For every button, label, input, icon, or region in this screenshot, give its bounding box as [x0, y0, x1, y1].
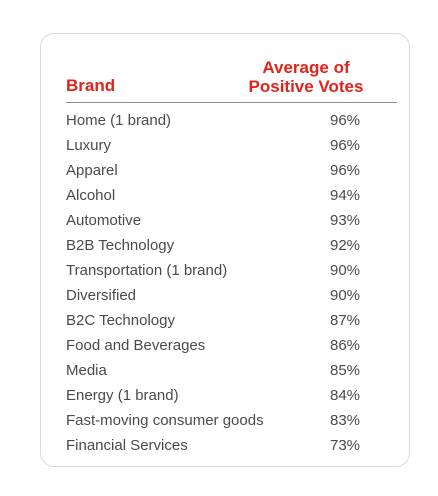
- votes-cell: 96%: [330, 112, 361, 129]
- brand-cell: Automotive: [66, 212, 142, 229]
- votes-cell: 87%: [330, 312, 361, 329]
- votes-cell: 90%: [330, 287, 361, 304]
- votes-cell: 96%: [330, 137, 361, 154]
- table-row: Financial Services 73%: [66, 433, 397, 458]
- table-row: Automotive 93%: [66, 208, 397, 233]
- votes-column-header: Average of Positive Votes: [231, 58, 381, 96]
- votes-cell: 90%: [330, 262, 361, 279]
- table-card: Brand Average of Positive Votes Home (1 …: [40, 33, 410, 467]
- table-row: Luxury 96%: [66, 133, 397, 158]
- brand-cell: Alcohol: [66, 187, 116, 204]
- table-row: Diversified 90%: [66, 283, 397, 308]
- brand-cell: Luxury: [66, 137, 112, 154]
- table-row: Alcohol 94%: [66, 183, 397, 208]
- votes-cell: 83%: [330, 412, 361, 429]
- brand-cell: Apparel: [66, 162, 118, 179]
- table-row: Fast-moving consumer goods 83%: [66, 408, 397, 433]
- brand-cell: Transportation (1 brand): [66, 262, 228, 279]
- votes-cell: 96%: [330, 162, 361, 179]
- votes-cell: 93%: [330, 212, 361, 229]
- votes-header-line-2: Positive Votes: [248, 77, 364, 96]
- table-row: Energy (1 brand) 84%: [66, 383, 397, 408]
- brand-cell: Home (1 brand): [66, 112, 172, 129]
- votes-cell: 85%: [330, 362, 361, 379]
- table-row: Apparel 96%: [66, 158, 397, 183]
- brand-cell: Energy (1 brand): [66, 387, 179, 404]
- brand-cell: Financial Services: [66, 437, 188, 454]
- brand-cell: Media: [66, 362, 107, 379]
- table-header: Brand Average of Positive Votes: [66, 50, 397, 103]
- table-row: Media 85%: [66, 358, 397, 383]
- brand-cell: Fast-moving consumer goods: [66, 412, 264, 429]
- votes-cell: 86%: [330, 337, 361, 354]
- votes-header-line-1: Average of: [262, 58, 350, 77]
- table-row: Food and Beverages 86%: [66, 333, 397, 358]
- votes-cell: 73%: [330, 437, 361, 454]
- brand-column-header: Brand: [66, 76, 116, 95]
- votes-cell: 84%: [330, 387, 361, 404]
- table-body: Home (1 brand) 96% Luxury 96% Apparel 96…: [66, 108, 397, 458]
- brand-cell: Diversified: [66, 287, 137, 304]
- votes-cell: 94%: [330, 187, 361, 204]
- table-row: Transportation (1 brand) 90%: [66, 258, 397, 283]
- table-row: B2B Technology 92%: [66, 233, 397, 258]
- table-row: Home (1 brand) 96%: [66, 108, 397, 133]
- votes-cell: 92%: [330, 237, 361, 254]
- table-row: B2C Technology 87%: [66, 308, 397, 333]
- brand-cell: B2B Technology: [66, 237, 175, 254]
- brand-cell: B2C Technology: [66, 312, 175, 329]
- brand-cell: Food and Beverages: [66, 337, 206, 354]
